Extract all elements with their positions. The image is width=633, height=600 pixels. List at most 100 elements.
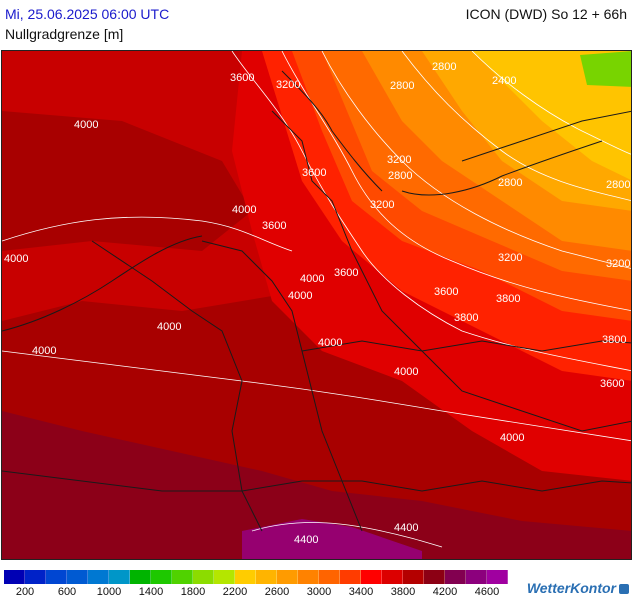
legend-label: 3800 (390, 586, 416, 598)
contour-label: 3200 (498, 252, 522, 264)
legend-label: 2200 (222, 586, 248, 598)
legend-swatch (256, 570, 277, 584)
legend-label: 600 (57, 586, 77, 598)
field-band-2200 (580, 51, 631, 87)
contour-label: 4000 (394, 366, 418, 378)
legend-swatch (235, 570, 256, 584)
contour-4000-south (2, 350, 631, 442)
contour-label: 4000 (318, 337, 342, 349)
border-east (271, 110, 631, 432)
legend-label: 1000 (96, 586, 122, 598)
legend-swatch (403, 570, 424, 584)
legend-swatch (361, 570, 382, 584)
legend-swatch (151, 570, 172, 584)
contour-label: 3200 (370, 199, 394, 211)
contour-label: 4000 (157, 321, 181, 333)
coast-baltic (401, 140, 603, 196)
contour-label: 3600 (600, 378, 624, 390)
contour-label: 4000 (300, 273, 324, 285)
border-west (91, 240, 263, 532)
contour-label: 3600 (230, 72, 254, 84)
legend-tick-labels: 200 600 1000 1400 1800 2200 2600 3000 3400 3800 42… (4, 586, 524, 600)
legend-color-bar (4, 570, 508, 584)
brand-name: WetterKontor (526, 580, 616, 596)
contour-label: 2800 (432, 61, 456, 73)
contour-label: 2800 (498, 177, 522, 189)
border-alps (241, 480, 631, 492)
contour-label: 3600 (334, 267, 358, 279)
legend-swatch (319, 570, 340, 584)
contour-label: 2800 (388, 170, 412, 182)
contour-label: 4400 (394, 522, 418, 534)
contour-label: 3800 (496, 293, 520, 305)
legend-swatch (214, 570, 235, 584)
color-legend: 200 600 1000 1400 1800 2200 2600 3000 3400 3800 42… (4, 570, 524, 600)
border-mid-east (301, 340, 631, 352)
legend-swatch (130, 570, 151, 584)
legend-swatch (46, 570, 67, 584)
legend-label: 3400 (348, 586, 374, 598)
contour-label: 3600 (434, 286, 458, 298)
contour-label: 2400 (492, 75, 516, 87)
contour-label: 4000 (232, 204, 256, 216)
brand-logo: WetterKontor (527, 580, 629, 596)
field-band-4200 (2, 411, 631, 559)
legend-label: 1800 (180, 586, 206, 598)
coast-uk (2, 235, 203, 332)
contour-label: 3600 (262, 220, 286, 232)
map-canvas: 3600 3200 2800 2800 2400 4000 3600 3200 … (2, 51, 631, 559)
legend-swatch (382, 570, 403, 584)
legend-swatch (445, 570, 466, 584)
contour-3800 (231, 51, 631, 372)
border-southwest (2, 470, 242, 492)
contour-label: 4000 (4, 253, 28, 265)
contour-3600 (281, 51, 631, 312)
contour-label-group: 3600 3200 2800 2800 2400 4000 3600 3200 … (4, 61, 630, 546)
country-borders (2, 110, 631, 532)
legend-swatch (67, 570, 88, 584)
contour-label: 4000 (288, 290, 312, 302)
forecast-datetime: Mi, 25.06.2025 06:00 UTC (5, 6, 170, 22)
contour-label: 3200 (606, 258, 630, 270)
contour-label: 3800 (454, 312, 478, 324)
legend-swatch (487, 570, 508, 584)
field-band-4400 (242, 519, 422, 559)
legend-label: 1400 (138, 586, 164, 598)
contour-label: 2800 (390, 80, 414, 92)
legend-label: 2600 (264, 586, 290, 598)
border-northeast (461, 110, 631, 162)
contour-2400 (471, 51, 631, 155)
contour-label: 4000 (74, 119, 98, 131)
contour-4400 (251, 522, 443, 548)
legend-swatch (109, 570, 130, 584)
legend-swatch (340, 570, 361, 584)
contour-label: 4000 (32, 345, 56, 357)
legend-swatch (172, 570, 193, 584)
legend-swatch (298, 570, 319, 584)
contour-label: 4400 (294, 534, 318, 546)
legend-label: 200 (15, 586, 35, 598)
parameter-title: Nullgradgrenze [m] (5, 26, 124, 42)
legend-swatch (88, 570, 109, 584)
contour-label: 3800 (602, 334, 626, 346)
legend-label: 3000 (306, 586, 332, 598)
legend-swatch (4, 570, 25, 584)
contour-label: 3200 (276, 79, 300, 91)
field-band-north-sea (2, 111, 252, 251)
contour-2800 (401, 51, 631, 201)
contour-label: 2800 (606, 179, 630, 191)
legend-swatch (25, 570, 46, 584)
freezing-level-map: 3600 3200 2800 2800 2400 4000 3600 3200 … (1, 50, 632, 560)
contour-3200 (321, 51, 631, 269)
coast-denmark (281, 70, 383, 192)
legend-swatch (277, 570, 298, 584)
contour-4000-north (2, 216, 293, 252)
contour-lines (2, 51, 631, 548)
model-run-label: ICON (DWD) So 12 + 66h (465, 6, 627, 22)
legend-swatch (466, 570, 487, 584)
legend-swatch (424, 570, 445, 584)
legend-swatch (193, 570, 214, 584)
legend-label: 4200 (432, 586, 458, 598)
contour-label: 3600 (302, 167, 326, 179)
legend-label: 4600 (474, 586, 500, 598)
